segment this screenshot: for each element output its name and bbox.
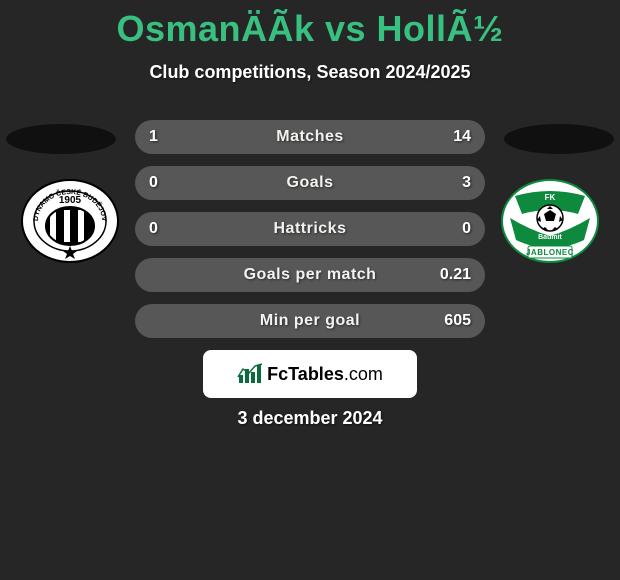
team-left-founded: 1905 <box>59 195 82 206</box>
chart-bars-icon <box>237 363 263 385</box>
decorative-oval-right <box>504 124 614 154</box>
stat-label: Matches <box>276 128 344 145</box>
attribution-brand: FcTables <box>267 364 344 384</box>
jablonec-badge-icon: FK Baumit JABLONEC <box>500 178 600 264</box>
attribution-text: FcTables.com <box>267 364 383 385</box>
stat-left-value: 0 <box>149 212 158 246</box>
stat-label: Goals <box>287 174 334 191</box>
stat-right-value: 0.21 <box>440 258 471 292</box>
team-right-logo: FK Baumit JABLONEC <box>500 178 600 264</box>
stat-row-goals-per-match: Goals per match 0.21 <box>135 258 485 292</box>
stat-left-value: 0 <box>149 166 158 200</box>
stat-row-matches: 1 Matches 14 <box>135 120 485 154</box>
decorative-oval-left <box>6 124 116 154</box>
team-left-logo: SK DYNAMO ČESKÉ BUDĚJOVICE 1905 <box>20 178 120 264</box>
stat-right-value: 14 <box>453 120 471 154</box>
stat-row-goals: 0 Goals 3 <box>135 166 485 200</box>
stat-right-value: 605 <box>444 304 471 338</box>
dynamo-badge-icon: SK DYNAMO ČESKÉ BUDĚJOVICE 1905 <box>20 178 120 264</box>
stat-label: Goals per match <box>244 266 377 283</box>
stat-left-value: 1 <box>149 120 158 154</box>
stat-label: Min per goal <box>260 312 360 329</box>
stat-row-hattricks: 0 Hattricks 0 <box>135 212 485 246</box>
competition-subtitle: Club competitions, Season 2024/2025 <box>0 62 620 83</box>
stat-row-min-per-goal: Min per goal 605 <box>135 304 485 338</box>
stat-right-value: 3 <box>462 166 471 200</box>
svg-text:FK: FK <box>545 193 556 202</box>
stats-table: 1 Matches 14 0 Goals 3 0 Hattricks 0 Goa… <box>135 120 485 350</box>
svg-text:Baumit: Baumit <box>538 234 562 241</box>
attribution-badge: FcTables.com <box>203 350 417 398</box>
snapshot-date: 3 december 2024 <box>0 408 620 429</box>
stat-right-value: 0 <box>462 212 471 246</box>
page-title: OsmanÄÃ­k vs HollÃ½ <box>0 0 620 50</box>
svg-text:JABLONEC: JABLONEC <box>526 248 574 257</box>
stat-label: Hattricks <box>274 220 347 237</box>
attribution-suffix: .com <box>344 364 383 384</box>
